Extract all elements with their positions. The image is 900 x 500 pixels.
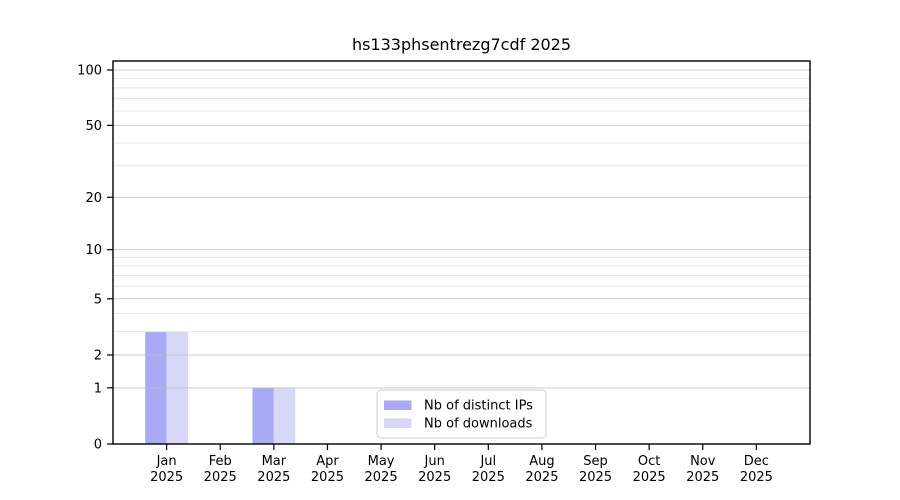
legend-label-nb-of-distinct-ips: Nb of distinct IPs xyxy=(424,399,533,414)
x-tick-label: Feb 2025 xyxy=(204,454,237,485)
bar-nb-of-distinct-ips-mar xyxy=(252,387,274,444)
y-tick-label: 5 xyxy=(94,292,102,307)
x-tick-label: Dec 2025 xyxy=(740,454,773,485)
plot-area xyxy=(113,61,810,444)
y-tick-label: 10 xyxy=(85,243,102,258)
x-tick-label: Aug 2025 xyxy=(525,454,558,485)
chart-title: hs133phsentrezg7cdf 2025 xyxy=(351,35,572,54)
x-tick-label: Jun 2025 xyxy=(418,454,451,485)
bar-nb-of-downloads-mar xyxy=(273,387,296,444)
x-tick-label: Jul 2025 xyxy=(472,454,505,485)
x-tick-label: Jan 2025 xyxy=(150,454,183,485)
y-tick-label: 100 xyxy=(77,64,102,79)
legend-box xyxy=(376,389,547,439)
x-tick-label: May 2025 xyxy=(365,454,398,485)
x-tick-label: Sep 2025 xyxy=(579,454,612,485)
y-tick-label: 20 xyxy=(85,191,102,206)
y-tick-label: 2 xyxy=(94,348,102,363)
axes-spines xyxy=(112,60,811,445)
x-tick-label: Mar 2025 xyxy=(257,454,290,485)
legend-label-nb-of-downloads: Nb of downloads xyxy=(424,417,533,432)
legend-swatch-nb-of-distinct-ips xyxy=(384,400,412,410)
legend-swatch-nb-of-downloads xyxy=(384,418,412,428)
x-tick-label: Oct 2025 xyxy=(633,454,666,485)
x-tick-label: Apr 2025 xyxy=(311,454,344,485)
y-tick-label: 50 xyxy=(85,119,102,134)
x-tick-label: Nov 2025 xyxy=(686,454,719,485)
y-tick-label: 0 xyxy=(94,438,102,453)
y-tick-label: 1 xyxy=(94,381,102,396)
